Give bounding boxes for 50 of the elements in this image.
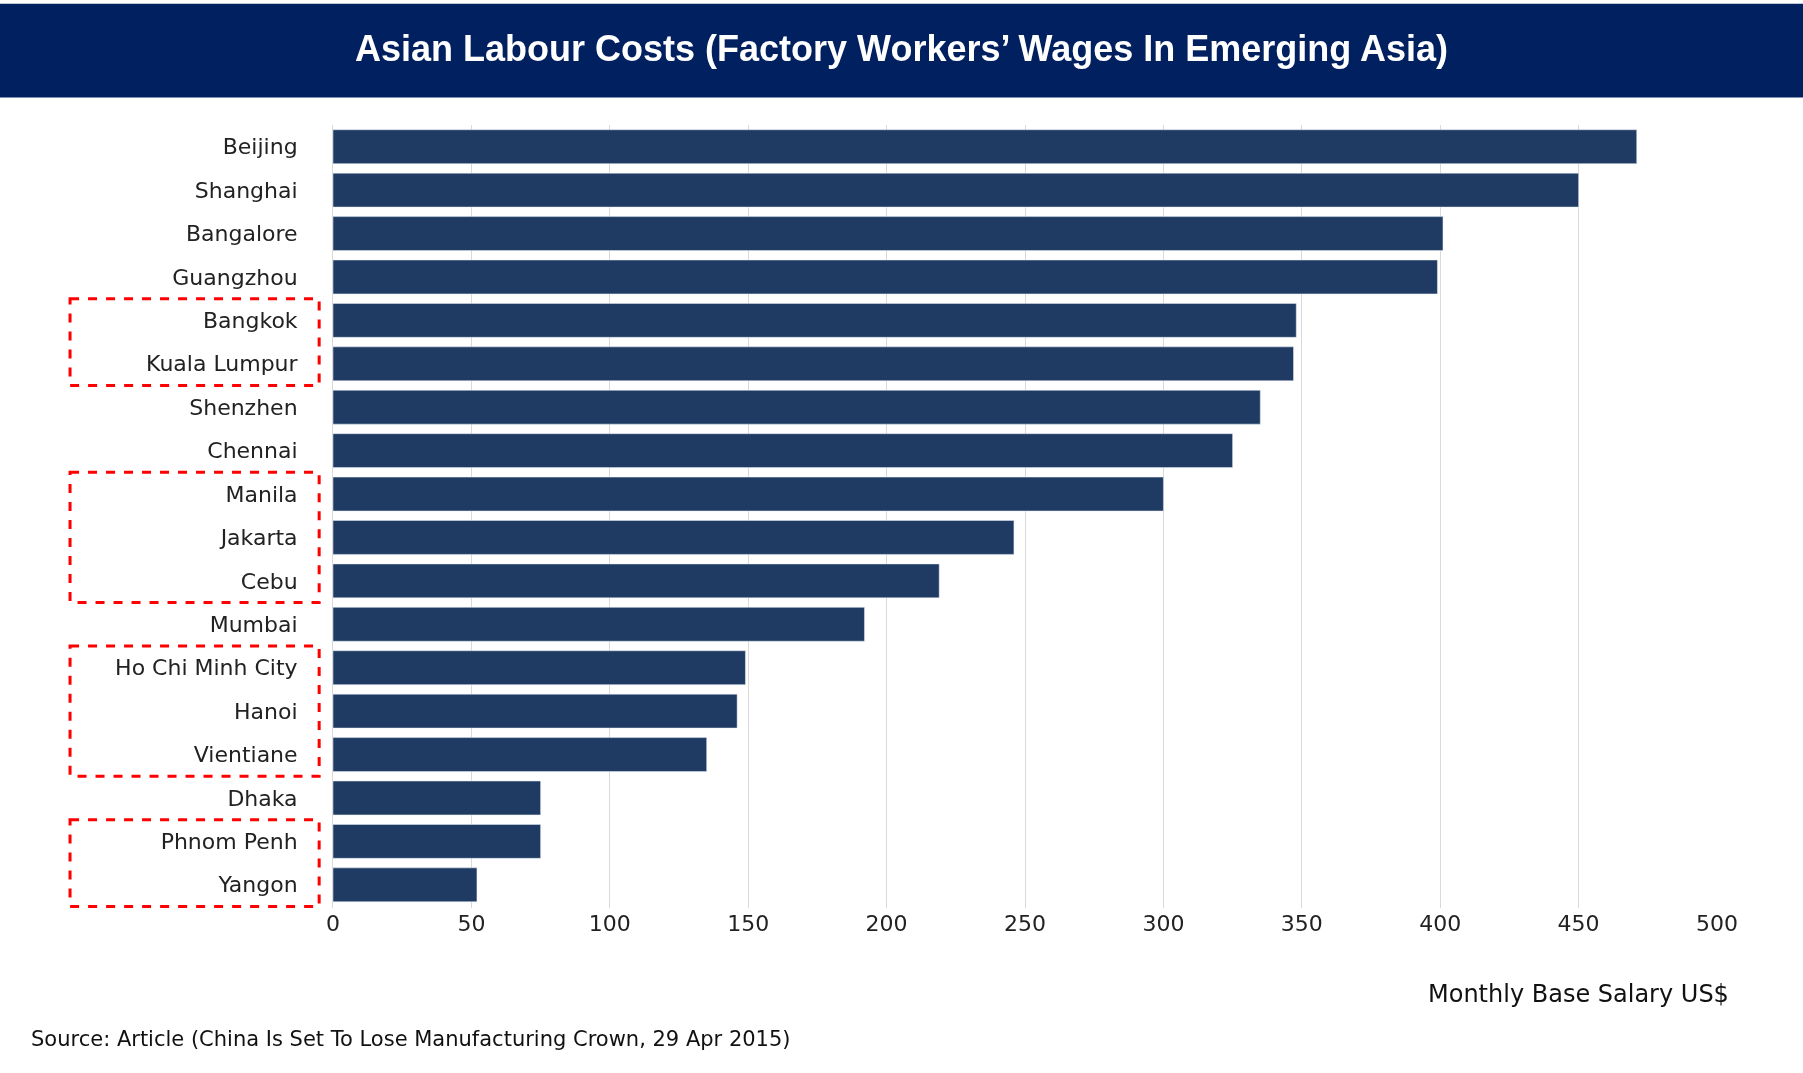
y-tick-label: Shanghai: [194, 177, 298, 203]
y-tick-label: Kuala Lumpur: [146, 351, 299, 377]
bar: [333, 346, 1294, 381]
y-tick-label: Chennai: [207, 438, 298, 464]
bar: [333, 129, 1637, 164]
bar: [333, 867, 478, 902]
bar: [333, 216, 1444, 251]
bar: [333, 693, 738, 729]
bar: [333, 172, 1579, 208]
y-tick-label: Bangalore: [185, 221, 298, 247]
y-tick-label: Ho Chi Minh City: [115, 655, 298, 681]
y-tick-label: Guangzhou: [172, 264, 298, 290]
x-tick-label: 200: [865, 911, 908, 936]
y-tick-label: Phnom Penh: [160, 829, 298, 855]
bar: [333, 607, 865, 642]
bar: [333, 259, 1438, 295]
y-tick-label: Dhaka: [227, 785, 298, 811]
x-tick-label: 150: [727, 911, 770, 936]
x-tick-label: 100: [588, 911, 631, 936]
chart-title: Asian Labour Costs (Factory Workers’ Wages In Emerging Asia): [355, 27, 1448, 69]
y-tick-label: Bangkok: [202, 308, 298, 334]
bar: [333, 737, 707, 772]
source-note: Source: Article (China Is Set To Lose Manufacturing Crown, 29 Apr 2015): [31, 1027, 791, 1051]
x-tick-label: 500: [1696, 911, 1738, 936]
bar: [333, 476, 1164, 512]
x-tick-label: 450: [1557, 911, 1600, 936]
y-tick-label: Vientiane: [193, 742, 298, 768]
x-tick-label: 300: [1142, 911, 1185, 936]
y-tick-label: Manila: [225, 481, 298, 507]
bar: [333, 303, 1297, 338]
bar: [333, 563, 940, 599]
bar: [333, 520, 1015, 555]
bar: [333, 433, 1233, 468]
y-tick-label: Hanoi: [234, 698, 298, 724]
y-tick-label: Yangon: [217, 872, 298, 898]
y-tick-label: Jakarta: [218, 525, 298, 551]
x-tick-label: 0: [326, 911, 340, 936]
y-tick-label: Cebu: [240, 568, 298, 594]
bar: [333, 650, 746, 685]
y-tick-label: Beijing: [222, 134, 298, 160]
x-tick-label: 250: [1004, 911, 1046, 936]
y-tick-label: Shenzhen: [189, 394, 298, 420]
bar: [333, 824, 541, 859]
y-tick-label: Mumbai: [209, 611, 298, 637]
bar: [333, 390, 1261, 425]
x-tick-label: 50: [457, 911, 486, 936]
x-tick-label: 350: [1280, 911, 1323, 936]
bar: [333, 780, 541, 816]
x-axis-title: Monthly Base Salary US$: [1428, 980, 1729, 1008]
x-tick-label: 400: [1419, 911, 1462, 936]
